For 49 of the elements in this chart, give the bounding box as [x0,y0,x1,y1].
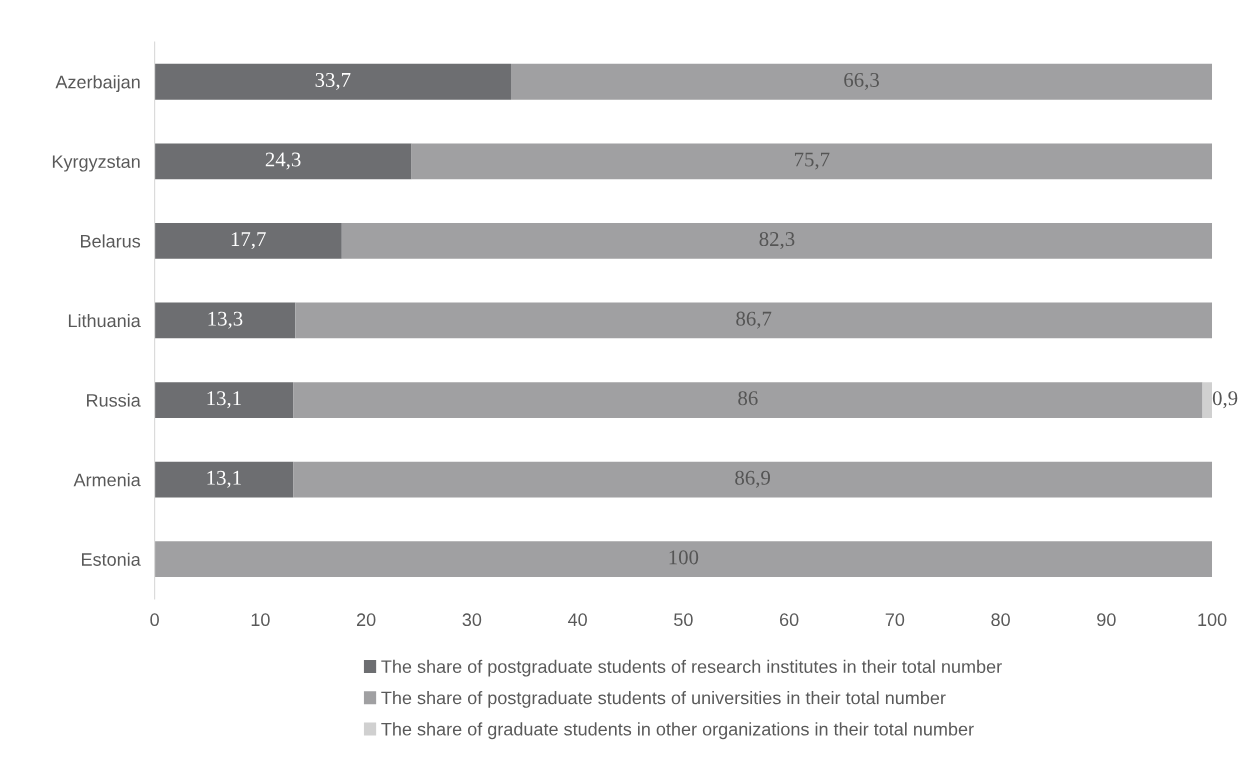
x-tick-label: 20 [356,613,376,627]
x-tick-label: 90 [1097,613,1116,627]
data-label: 82,3 [759,232,795,250]
data-label: 17,7 [231,232,266,250]
x-tick-label: 70 [885,613,905,627]
y-tick-label: Lithuania [68,313,141,328]
bar [341,222,1213,259]
data-label: 75,7 [794,152,830,170]
bar [411,143,1213,180]
x-tick-label: 10 [251,613,270,627]
data-label: 13,1 [207,470,241,488]
data-label: 24,3 [265,152,301,170]
x-tick-label: 100 [1198,613,1227,627]
y-tick-label: Armenia [73,473,141,487]
data-label: 86,7 [736,311,772,329]
y-tick-label: Russia [87,393,141,407]
bar [293,382,1203,418]
bar [154,302,296,339]
x-tick-label: 30 [462,613,482,627]
x-tick-label: 60 [779,613,799,627]
data-label: 13,1 [207,391,241,409]
y-tick-label: Estonia [82,552,141,566]
y-tick-label: Kyrgyzstan [52,155,140,172]
y-tick-label: Belarus [81,234,141,248]
data-label: 0,9 [1212,391,1238,409]
data-label: 86,9 [735,470,770,488]
y-tick-label: Azerbaijan [55,75,140,93]
data-label: 13,3 [208,311,243,329]
legend-label: The share of graduate students in other organizations in their total number [381,722,974,740]
data-label: 86 [738,391,758,406]
bar [154,541,1213,578]
legend-label: The share of postgraduate students of research institutes in their total number [381,659,1002,677]
bar [154,382,294,418]
x-tick-label: 40 [567,613,587,627]
bar [154,222,342,259]
data-label: 100 [669,550,699,565]
bar [295,302,1213,339]
x-tick-label: 50 [674,613,693,627]
legend-label: The share of postgraduate students of universities in their total number [381,691,946,708]
x-tick-label: 0 [150,613,159,627]
bar [510,63,1213,100]
x-tick-label: 80 [991,613,1010,627]
bar [293,461,1213,498]
bar [154,63,511,100]
data-label: 33,7 [315,72,351,90]
bar [154,461,294,498]
data-label: 66,3 [844,72,879,90]
bar [154,143,412,180]
bar [1202,382,1213,418]
